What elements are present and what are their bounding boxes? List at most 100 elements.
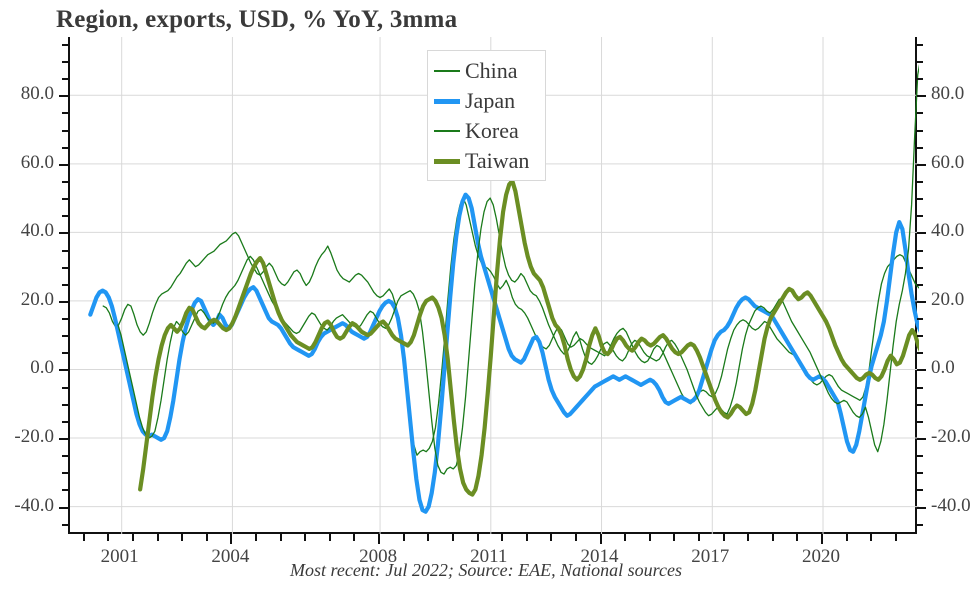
axis-tick bbox=[403, 534, 405, 541]
axis-tick bbox=[917, 489, 923, 491]
axis-tick bbox=[157, 534, 159, 541]
axis-tick bbox=[59, 301, 68, 303]
axis-tick bbox=[59, 507, 68, 509]
axis-tick bbox=[917, 232, 926, 234]
axis-tick bbox=[62, 130, 68, 132]
x-tick-label: 2001 bbox=[100, 546, 139, 567]
axis-tick bbox=[821, 534, 823, 544]
y-tick-label: -20.0 bbox=[14, 426, 54, 448]
axis-tick bbox=[378, 534, 380, 544]
axis-tick bbox=[62, 472, 68, 474]
axis-tick bbox=[917, 472, 923, 474]
y-tick-label: 20.0 bbox=[20, 288, 54, 310]
axis-tick bbox=[62, 318, 68, 320]
axis-tick bbox=[62, 198, 68, 200]
axis-tick bbox=[59, 438, 68, 440]
axis-tick bbox=[59, 369, 68, 371]
series-line-korea bbox=[117, 63, 919, 475]
axis-tick bbox=[62, 284, 68, 286]
y-tick-label: 40.0 bbox=[931, 220, 965, 242]
axis-tick bbox=[132, 534, 134, 541]
x-tick-label: 2020 bbox=[802, 546, 841, 567]
legend-swatch-china-icon bbox=[434, 70, 460, 72]
axis-tick bbox=[62, 61, 68, 63]
axis-tick bbox=[917, 61, 923, 63]
axis-tick bbox=[62, 112, 68, 114]
axis-tick bbox=[575, 534, 577, 541]
axis-tick bbox=[501, 534, 503, 541]
x-tick-label: 2017 bbox=[691, 546, 730, 567]
axis-tick bbox=[62, 352, 68, 354]
y-tick-label: 0.0 bbox=[931, 357, 955, 379]
axis-tick bbox=[917, 44, 923, 46]
axis-tick bbox=[846, 534, 848, 541]
legend-item-taiwan[interactable]: Taiwan bbox=[434, 146, 545, 176]
axis-tick bbox=[62, 44, 68, 46]
axis-tick bbox=[917, 335, 923, 337]
axis-tick bbox=[427, 534, 429, 541]
axis-tick bbox=[917, 352, 923, 354]
legend-label: China bbox=[465, 58, 518, 83]
y-tick-label: 80.0 bbox=[931, 83, 965, 105]
axis-tick bbox=[917, 524, 923, 526]
axis-tick bbox=[477, 534, 479, 541]
axis-tick bbox=[796, 534, 798, 541]
axis-tick bbox=[107, 534, 109, 541]
axis-tick bbox=[62, 421, 68, 423]
axis-tick bbox=[59, 164, 68, 166]
legend-swatch-korea-icon bbox=[434, 130, 460, 132]
legend-item-korea[interactable]: Korea bbox=[434, 116, 545, 146]
y-tick-label: 60.0 bbox=[20, 151, 54, 173]
axis-tick bbox=[917, 284, 923, 286]
axis-tick bbox=[62, 147, 68, 149]
legend-swatch-japan-icon bbox=[434, 98, 460, 104]
axis-tick bbox=[870, 534, 872, 541]
axis-tick bbox=[206, 534, 208, 541]
y-tick-label: -20.0 bbox=[931, 426, 971, 448]
axis-tick bbox=[62, 250, 68, 252]
x-tick-label: 2004 bbox=[211, 546, 250, 567]
axis-tick bbox=[62, 267, 68, 269]
legend-item-japan[interactable]: Japan bbox=[434, 86, 545, 116]
axis-tick bbox=[59, 95, 68, 97]
axis-tick bbox=[673, 534, 675, 541]
axis-tick bbox=[917, 387, 923, 389]
axis-tick bbox=[917, 147, 923, 149]
axis-tick bbox=[917, 318, 923, 320]
x-tick-label: 2014 bbox=[580, 546, 619, 567]
axis-tick bbox=[62, 78, 68, 80]
axis-tick bbox=[772, 534, 774, 541]
axis-tick bbox=[62, 335, 68, 337]
series-line-japan bbox=[88, 192, 919, 514]
axis-tick bbox=[62, 215, 68, 217]
axis-tick bbox=[723, 534, 725, 541]
y-tick-label: 80.0 bbox=[20, 83, 54, 105]
y-tick-label: 20.0 bbox=[931, 288, 965, 310]
axis-tick bbox=[917, 215, 923, 217]
axis-tick bbox=[917, 267, 923, 269]
axis-tick bbox=[649, 534, 651, 541]
legend-swatch-taiwan-icon bbox=[434, 158, 460, 164]
axis-tick bbox=[62, 181, 68, 183]
axis-tick bbox=[353, 534, 355, 541]
axis-tick bbox=[917, 404, 923, 406]
axis-tick bbox=[917, 198, 923, 200]
axis-tick bbox=[917, 130, 923, 132]
axis-tick bbox=[917, 421, 923, 423]
axis-tick bbox=[255, 534, 257, 541]
axis-tick bbox=[62, 524, 68, 526]
y-tick-label: 0.0 bbox=[30, 357, 54, 379]
axis-tick bbox=[917, 112, 923, 114]
axis-tick bbox=[698, 534, 700, 541]
legend-item-china[interactable]: China bbox=[434, 56, 545, 86]
axis-tick bbox=[917, 369, 926, 371]
axis-tick bbox=[917, 95, 926, 97]
axis-tick bbox=[62, 404, 68, 406]
axis-tick bbox=[62, 455, 68, 457]
axis-tick bbox=[230, 534, 232, 544]
axis-tick bbox=[329, 534, 331, 541]
axis-tick bbox=[59, 232, 68, 234]
axis-tick bbox=[280, 534, 282, 541]
axis-tick bbox=[83, 534, 85, 541]
